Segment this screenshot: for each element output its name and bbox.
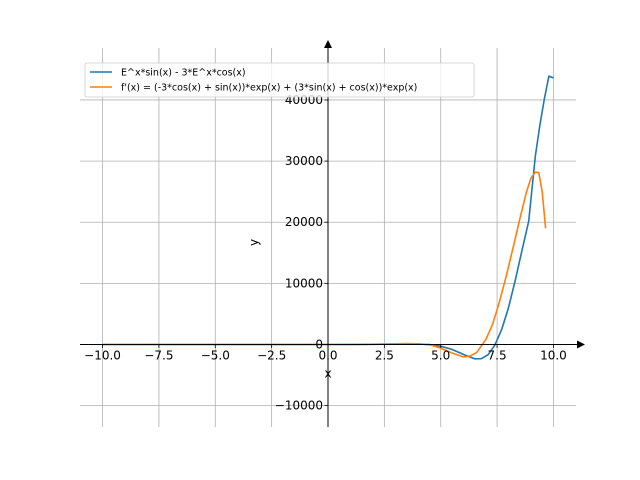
legend-label-series-2: f'(x) = (-3*cos(x) + sin(x))*exp(x) + (3…	[121, 83, 417, 94]
x-tick-label: 7.5	[488, 348, 507, 362]
x-tick-label: 0.0	[318, 348, 337, 362]
x-tick-label: −2.5	[257, 348, 286, 362]
legend-label-series-1: E^x*sin(x) - 3*E^x*cos(x)	[121, 68, 246, 79]
axes	[80, 40, 585, 427]
x-tick-label: −10.0	[84, 348, 121, 362]
legend: E^x*sin(x) - 3*E^x*cos(x) f'(x) = (-3*co…	[84, 62, 475, 98]
x-tick-label: 10.0	[540, 348, 567, 362]
x-tick-label: 5.0	[431, 348, 450, 362]
y-axis-label: y	[247, 239, 261, 246]
y-tick-label: 10000	[285, 276, 323, 290]
tick-marks: −10.0 −7.5 −5.0 −2.5 0.0 2.5 5.0 7.5 10.0 −10000 0…	[84, 93, 567, 413]
y-tick-label: 0	[315, 337, 323, 351]
y-tick-label: −10000	[275, 399, 323, 413]
legend-box	[84, 62, 475, 98]
y-tick-label: 30000	[285, 154, 323, 168]
x-axis-arrow-icon	[577, 340, 585, 349]
x-tick-label: 2.5	[375, 348, 394, 362]
x-tick-label: −5.0	[201, 348, 230, 362]
x-axis-label: x	[324, 366, 331, 380]
y-axis-arrow-icon	[324, 40, 332, 48]
x-tick-label: −7.5	[144, 348, 173, 362]
series-line-2	[102, 171, 547, 358]
y-tick-label: 20000	[285, 215, 323, 229]
